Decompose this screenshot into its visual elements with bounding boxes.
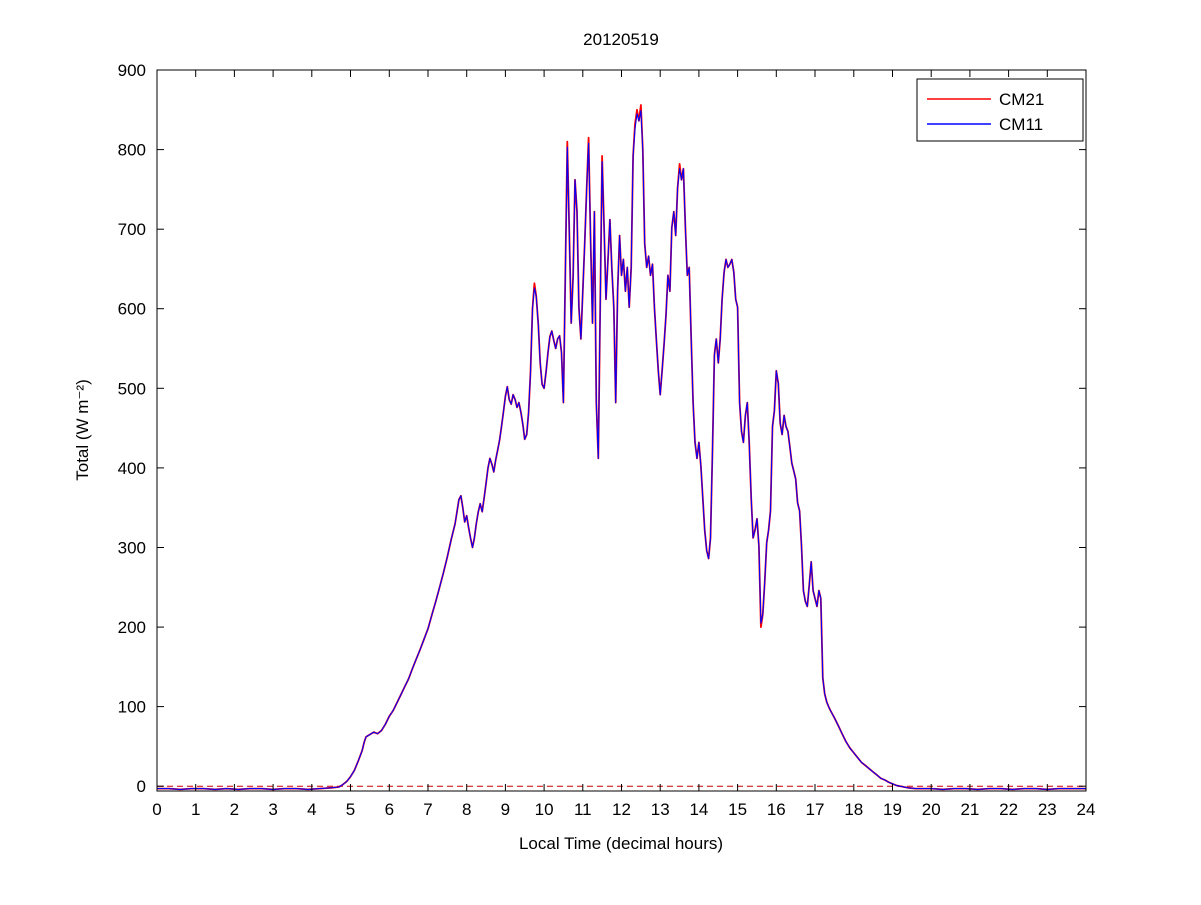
y-tick-label: 0 (137, 777, 146, 796)
x-tick-label: 15 (728, 800, 747, 819)
series-lines-group (157, 104, 1086, 791)
x-tick-label: 6 (385, 800, 394, 819)
x-tick-label: 12 (612, 800, 631, 819)
x-tick-label: 0 (152, 800, 161, 819)
y-tick-label: 200 (118, 618, 146, 637)
y-tick-label: 600 (118, 300, 146, 319)
legend-line-samples (927, 98, 991, 125)
x-tick-label: 10 (535, 800, 554, 819)
x-tick-label: 1 (191, 800, 200, 819)
x-tick-label: 20 (922, 800, 941, 819)
legend-label-cm11: CM11 (999, 115, 1043, 134)
y-axis-label: Total (W m⁻²) (73, 379, 92, 481)
x-tick-label: 2 (230, 800, 239, 819)
x-tick-label: 11 (574, 800, 592, 819)
x-tick-label: 18 (844, 800, 863, 819)
y-tick-label: 300 (118, 539, 146, 558)
x-tick-label: 5 (346, 800, 355, 819)
x-axis-label: Local Time (decimal hours) (519, 834, 723, 853)
y-tick-label: 100 (118, 698, 146, 717)
x-tick-label: 24 (1077, 800, 1096, 819)
x-tick-label: 22 (999, 800, 1018, 819)
x-tick-label: 9 (501, 800, 510, 819)
y-tick-label: 900 (118, 61, 146, 80)
x-tick-label: 16 (767, 800, 786, 819)
legend-box (916, 78, 1084, 142)
y-tick-label: 700 (118, 220, 146, 239)
plot-frame (156, 69, 1087, 792)
series-line-cm21 (157, 104, 1086, 791)
y-tick-label: 800 (118, 141, 146, 160)
y-tick-label: 400 (118, 459, 146, 478)
x-tick-label: 14 (689, 800, 708, 819)
x-tick-label: 4 (307, 800, 316, 819)
x-tick-label: 21 (960, 800, 979, 819)
x-tick-label: 19 (883, 800, 902, 819)
x-tick-label: 3 (268, 800, 277, 819)
x-tick-label: 17 (806, 800, 825, 819)
x-tick-label: 8 (462, 800, 471, 819)
x-tick-label: 23 (1038, 800, 1057, 819)
x-tick-label: 7 (423, 800, 432, 819)
series-line-cm11 (157, 110, 1086, 790)
legend: CM21 CM11 (916, 78, 1084, 142)
axis-ticks-group: 0 1 2 3 4 5 6 7 8 9 10 11 12 13 14 15 16 17 18 19 20 21 22 23 24… (118, 61, 1096, 819)
y-tick-label: 500 (118, 379, 146, 398)
x-tick-label: 13 (651, 800, 670, 819)
chart-title: 20120519 (583, 30, 659, 49)
legend-label-cm21: CM21 (999, 90, 1044, 109)
